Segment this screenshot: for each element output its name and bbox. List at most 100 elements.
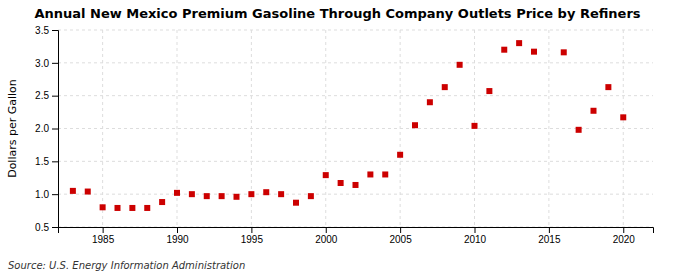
point	[263, 189, 269, 195]
point	[486, 88, 492, 94]
y-tick: 2.5	[35, 90, 58, 101]
point	[472, 123, 478, 129]
point	[144, 205, 150, 211]
x-tick-mark	[103, 227, 104, 233]
y-tick: 3.5	[35, 25, 58, 36]
y-tick-label: 0.5	[35, 222, 49, 233]
point	[219, 193, 225, 199]
x-tick-label: 1985	[92, 234, 115, 245]
point	[189, 191, 195, 197]
point	[115, 205, 121, 211]
grid-line-x	[548, 30, 549, 227]
y-tick-mark	[52, 194, 58, 195]
chart: 1985 1990 1995 2000 2005 2010 2015 2020 0.5 1.0 1.…	[0, 0, 675, 275]
y-tick-mark	[52, 227, 58, 228]
x-tick-mark	[475, 227, 476, 233]
point	[457, 62, 463, 68]
point	[323, 172, 329, 178]
y-axis-title: Dollars per Gallon	[6, 79, 19, 178]
x-tick-label: 2005	[390, 234, 413, 245]
y-tick: 1.0	[35, 189, 58, 200]
x-tick: 1990	[166, 227, 189, 245]
annotation: Source: U.S. Energy Information Administ…	[8, 260, 245, 271]
grid-line-x	[325, 30, 326, 227]
point	[620, 114, 626, 120]
x-tick-label: 2000	[315, 234, 338, 245]
x-tick-mark	[251, 227, 252, 233]
y-tick-mark	[52, 129, 58, 130]
point	[501, 47, 507, 53]
x-tick-label: 2015	[538, 234, 561, 245]
point	[427, 99, 433, 105]
point	[100, 204, 106, 210]
y-tick-mark	[52, 63, 58, 64]
point	[70, 188, 76, 194]
y-tick: 1.5	[35, 156, 58, 167]
point	[382, 171, 388, 177]
grid-line-y	[58, 62, 653, 63]
y-axis: 0.5 1.0 1.5 2.0 2.5 3.0 3.5	[35, 25, 58, 233]
title: Annual New Mexico Premium Gasoline Throu…	[34, 6, 640, 21]
point	[605, 84, 611, 90]
grid	[58, 30, 653, 227]
point	[367, 171, 373, 177]
point	[353, 182, 359, 188]
point	[397, 152, 403, 158]
x-tick-mark	[326, 227, 327, 233]
y-tick-label: 1.0	[35, 189, 49, 200]
y-tick-mark	[52, 30, 58, 31]
point	[293, 200, 299, 206]
y-tick: 2.0	[35, 123, 58, 134]
x-tick: 2015	[538, 227, 561, 245]
x-tick: 2005	[390, 227, 413, 245]
y-tick: 3.0	[35, 58, 58, 69]
x-tick: 1995	[241, 227, 264, 245]
point	[278, 191, 284, 197]
grid-line-y	[58, 128, 653, 129]
point	[412, 122, 418, 128]
grid-line-y	[58, 161, 653, 162]
y-tick-label: 2.0	[35, 123, 49, 134]
point	[308, 193, 314, 199]
point	[204, 193, 210, 199]
x-tick-label: 1995	[241, 234, 264, 245]
y-tick-label: 3.0	[35, 58, 49, 69]
point	[442, 84, 448, 90]
x-tick-label: 2010	[464, 234, 487, 245]
point	[531, 49, 537, 55]
grid-line-x	[177, 30, 178, 227]
y-tick: 0.5	[35, 222, 58, 233]
x-tick-mark	[177, 227, 178, 233]
x-tick-mark	[400, 227, 401, 233]
point	[85, 189, 91, 195]
point	[174, 190, 180, 196]
x-tick: 2020	[613, 227, 636, 245]
plot: 1985 1990 1995 2000 2005 2010 2015 2020 0.5 1.0 1.…	[35, 25, 653, 245]
point	[338, 180, 344, 186]
x-tick-mark	[623, 227, 624, 233]
points	[70, 40, 626, 211]
y-tick-label: 2.5	[35, 90, 49, 101]
grid-line-y	[58, 30, 653, 31]
point	[591, 108, 597, 114]
point	[248, 191, 254, 197]
y-tick-label: 1.5	[35, 156, 49, 167]
x-tick-mark	[549, 227, 550, 233]
y-tick-mark	[52, 161, 58, 162]
point	[516, 40, 522, 46]
x-tick-label: 2020	[613, 234, 636, 245]
point	[234, 194, 240, 200]
grid-line-y	[58, 95, 653, 96]
x-tick: 2010	[464, 227, 487, 245]
y-tick-label: 3.5	[35, 25, 49, 36]
x-tick: 2000	[315, 227, 338, 245]
x-axis: 1985 1990 1995 2000 2005 2010 2015 2020	[59, 227, 654, 245]
x-tick: 1985	[92, 227, 115, 245]
x-axis-line	[59, 228, 654, 234]
y-axis-line	[52, 31, 59, 228]
point	[561, 49, 567, 55]
point	[129, 205, 135, 211]
point	[576, 127, 582, 133]
point	[159, 199, 165, 205]
y-tick-mark	[52, 96, 58, 97]
